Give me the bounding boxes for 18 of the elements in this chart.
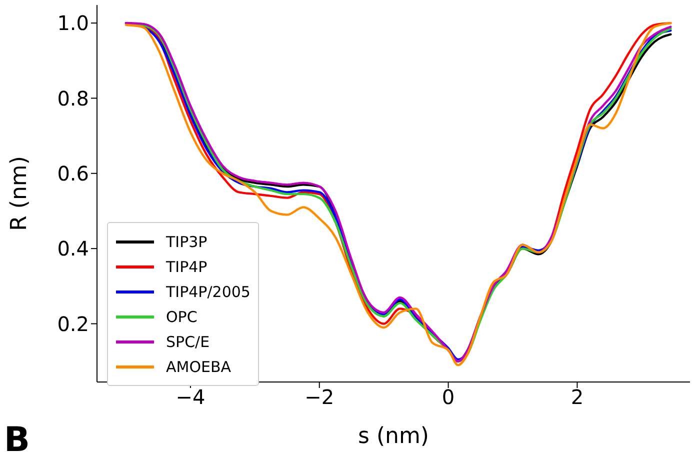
legend-label: AMOEBA [166, 358, 232, 376]
y-tick-label: 0.8 [57, 86, 89, 110]
legend-label: OPC [166, 308, 198, 326]
x-tick-label: −2 [304, 385, 334, 410]
text: B [4, 420, 30, 455]
y-tick-label: 0.4 [57, 236, 89, 261]
x-tick-label: 0 [442, 385, 455, 410]
legend-label: SPC/E [166, 332, 210, 350]
y-tick-label: 0.6 [57, 161, 89, 186]
legend-label: TIP4P [166, 258, 208, 276]
x-tick-label: −4 [176, 385, 206, 410]
legend-label: TIP3P [166, 232, 208, 250]
legend-label: TIP4P/2005 [166, 282, 250, 300]
x-axis-title: s (nm) [358, 424, 429, 449]
y-tick-label: 0.2 [57, 312, 89, 336]
y-axis-title: R (nm) [6, 156, 32, 231]
x-tick-label: 2 [570, 385, 584, 410]
y-tick-label: 1.0 [57, 11, 89, 36]
